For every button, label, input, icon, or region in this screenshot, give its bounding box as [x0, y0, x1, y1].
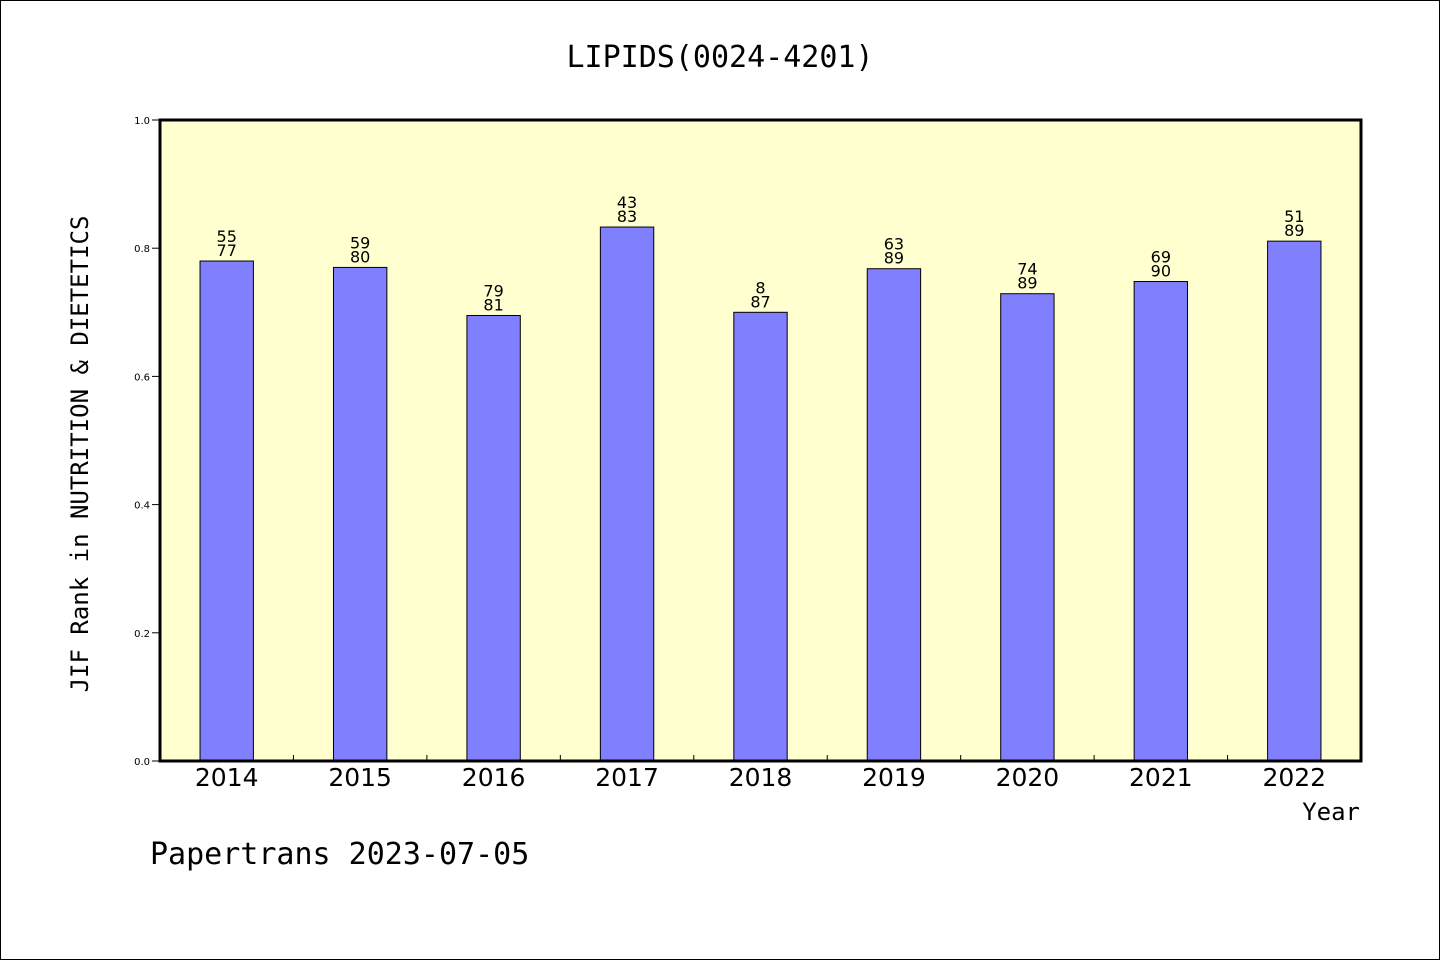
total-label: 80	[350, 247, 370, 266]
total-label: 81	[483, 296, 503, 315]
y-tick-label: 0.8	[134, 244, 150, 255]
rank-label: 74	[1017, 260, 1037, 279]
x-tick-label: 2017	[595, 763, 659, 792]
y-axis: 0.0 0.2 0.4 0.6 0.8 1.0	[134, 116, 160, 768]
rank-label: 79	[483, 282, 503, 301]
rank-label: 43	[617, 193, 637, 212]
bar-2019	[866, 268, 922, 762]
rank-label: 51	[1284, 207, 1304, 226]
x-tick-label: 2015	[328, 763, 392, 792]
y-axis-label: JIF Rank in NUTRITION & DIETETICS	[66, 216, 94, 693]
rank-label: 69	[1151, 248, 1171, 267]
footer-text: Papertrans 2023-07-05	[150, 837, 529, 872]
total-label: 90	[1151, 262, 1171, 281]
rank-label: 63	[884, 235, 904, 254]
x-tick-label: 2014	[195, 763, 259, 792]
rank-label: 55	[217, 227, 237, 246]
x-tick-label: 2020	[996, 763, 1060, 792]
total-label: 89	[1284, 221, 1304, 240]
bars	[199, 226, 1322, 762]
total-label: 87	[750, 292, 770, 311]
x-tick-label: 2022	[1262, 763, 1326, 792]
bar-2015	[332, 266, 388, 762]
y-tick-label: 0.6	[134, 372, 150, 383]
bar-2016	[466, 315, 521, 762]
rank-label: 59	[350, 233, 370, 252]
plot-border	[158, 118, 1363, 763]
x-axis-label: Year	[1302, 798, 1360, 826]
bar-2018	[733, 311, 788, 762]
bar-2017	[599, 226, 655, 762]
rank-label: 8	[755, 278, 765, 297]
bar-2021	[1133, 281, 1189, 762]
x-tick-label: 2018	[729, 763, 793, 792]
x-tick-label: 2019	[862, 763, 926, 792]
y-tick-label: 0.0	[134, 757, 150, 768]
bar-2014	[199, 260, 254, 762]
y-tick-label: 0.2	[134, 629, 150, 640]
total-label: 83	[617, 207, 637, 226]
y-tick-label: 0.4	[134, 501, 150, 512]
total-label: 89	[1017, 274, 1037, 293]
total-label: 89	[884, 249, 904, 268]
x-tick-label: 2016	[462, 763, 526, 792]
x-axis: 2014 2015 2016 2017 2018 2019 2020 2021 2022	[195, 755, 1326, 792]
bar-2022	[1267, 240, 1322, 762]
bar-2020	[1000, 293, 1055, 762]
x-tick-label: 2021	[1129, 763, 1193, 792]
chart-title: LIPIDS(0024-4201)	[566, 40, 873, 75]
total-label: 77	[217, 241, 237, 260]
y-tick-label: 1.0	[134, 116, 150, 127]
